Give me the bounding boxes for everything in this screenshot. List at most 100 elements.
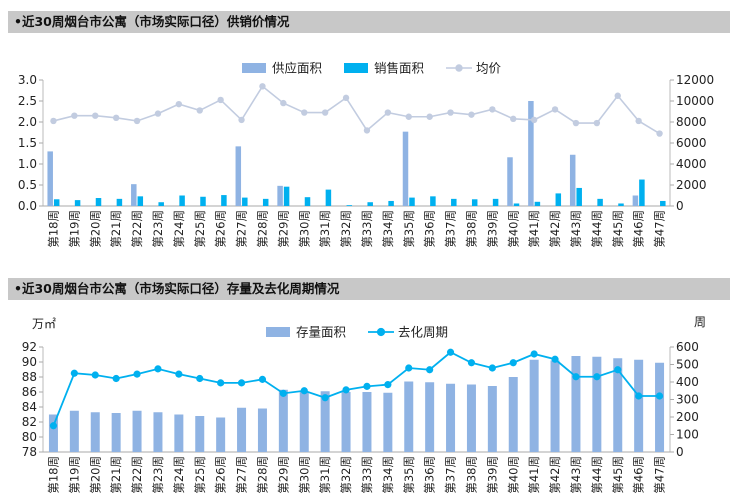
line-point (238, 116, 245, 124)
right-tick-label: 600 (676, 340, 699, 354)
x-tick-label: 第39周 (485, 456, 499, 494)
x-tick-label: 第45周 (611, 456, 625, 494)
line-point (280, 99, 287, 107)
bar-a (174, 414, 184, 452)
bar-a (153, 412, 163, 452)
line-point (321, 394, 329, 402)
x-tick-label: 第40周 (506, 210, 520, 248)
x-tick-label: 第26周 (214, 210, 228, 248)
right-tick-label: 400 (676, 375, 699, 389)
line-point (405, 113, 412, 120)
line-point (49, 422, 58, 430)
legend-label: 供应面积 (272, 61, 322, 76)
bar-a (592, 356, 602, 452)
line-point (92, 112, 99, 119)
right-tick-label: 100 (676, 428, 699, 442)
legend-label: 均价 (476, 61, 502, 76)
left-tick-label: 3.0 (18, 73, 37, 87)
x-tick-label: 第25周 (193, 456, 207, 494)
right-tick-label: 0 (676, 445, 684, 459)
x-tick-label: 第19周 (67, 456, 81, 494)
x-tick-label: 第30周 (297, 210, 311, 248)
x-tick-label: 第36周 (423, 456, 437, 494)
x-tick-label: 第43周 (569, 456, 583, 494)
line-point (279, 389, 287, 397)
right-axis-unit: 周 (694, 315, 706, 329)
x-tick-label: 第29周 (276, 210, 290, 248)
x-tick-label: 第33周 (360, 210, 374, 248)
bar-b (430, 196, 436, 206)
line-point (175, 370, 183, 378)
line-point (614, 366, 622, 374)
line-point (446, 348, 455, 356)
bar-a (550, 360, 560, 452)
x-tick-label: 第47周 (653, 210, 667, 248)
bar-a (613, 358, 623, 452)
x-tick-label: 第31周 (318, 210, 332, 248)
line-point (71, 112, 78, 119)
line-point (489, 106, 496, 113)
bar-b (200, 196, 206, 206)
bar-b (137, 196, 144, 206)
legend-swatch (266, 327, 290, 337)
right-tick-label: 500 (676, 358, 699, 372)
bar-a (655, 362, 665, 452)
right-tick-label: 6000 (676, 136, 707, 150)
left-tick-label: 88 (22, 370, 37, 384)
line-point (447, 109, 454, 116)
line-point (572, 373, 580, 381)
bar-b (95, 198, 102, 206)
bar-b (492, 198, 499, 206)
x-tick-label: 第34周 (381, 456, 395, 494)
x-tick-label: 第37周 (444, 210, 458, 248)
left-tick-label: 0.0 (18, 199, 37, 213)
line-point (468, 111, 475, 118)
line-point (426, 113, 433, 120)
bar-a (90, 412, 100, 452)
left-tick-label: 82 (22, 415, 37, 429)
line-point (237, 379, 246, 387)
bar-b (53, 199, 60, 206)
x-tick-label: 第21周 (109, 456, 123, 494)
line-point (50, 117, 57, 125)
left-tick-label: 2.0 (18, 115, 37, 129)
left-tick-label: 84 (22, 400, 37, 414)
bar-b (555, 193, 562, 206)
x-tick-label: 第19周 (67, 210, 81, 248)
bar-a (425, 382, 435, 452)
right-tick-label: 10000 (676, 94, 714, 108)
x-tick-label: 第46周 (632, 210, 646, 248)
series-line (53, 85, 660, 135)
bar-b (367, 202, 373, 206)
line-point (363, 382, 371, 390)
bar-a (528, 101, 534, 206)
x-tick-label: 第33周 (360, 456, 374, 494)
x-tick-label: 第36周 (423, 210, 437, 248)
line-point (530, 116, 538, 124)
bar-a (235, 146, 242, 206)
x-tick-label: 第35周 (402, 210, 416, 248)
x-tick-label: 第34周 (381, 210, 395, 248)
line-point (384, 381, 392, 389)
bar-b (346, 205, 353, 206)
left-tick-label: 1.5 (18, 136, 37, 150)
line-point (551, 355, 559, 363)
line-point (112, 114, 120, 122)
x-tick-label: 第35周 (402, 456, 416, 494)
right-tick-label: 0 (676, 199, 684, 213)
line-point (301, 109, 308, 116)
x-tick-label: 第44周 (590, 210, 604, 248)
x-tick-label: 第27周 (235, 456, 249, 494)
x-tick-label: 第29周 (276, 456, 290, 494)
bar-a (278, 389, 288, 452)
bar-a (237, 407, 247, 452)
line-point (321, 109, 329, 116)
chart2-title: •近30周烟台市公寓（市场实际口径）存量及去化周期情况 (8, 278, 730, 300)
bar-a (529, 359, 539, 452)
x-tick-label: 第28周 (255, 456, 269, 494)
left-tick-label: 92 (22, 340, 37, 354)
x-tick-label: 第31周 (318, 456, 332, 494)
bar-a (69, 410, 79, 452)
bar-a (47, 151, 53, 206)
bar-b (660, 200, 666, 206)
